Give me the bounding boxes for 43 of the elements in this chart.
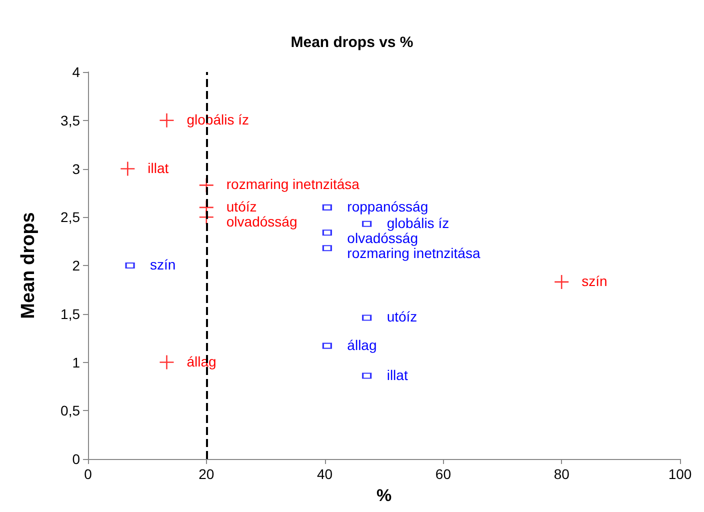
y-axis-title: Mean drops bbox=[18, 212, 39, 319]
chart-title: Mean drops vs % bbox=[290, 34, 414, 51]
annotation: globális íz bbox=[386, 214, 450, 231]
annotation: roppanósság bbox=[347, 198, 428, 214]
y-tick-label: 4 bbox=[72, 64, 80, 80]
point bbox=[322, 244, 332, 252]
x-tick-label: 60 bbox=[435, 466, 452, 482]
y-tick-label: 1 bbox=[72, 354, 80, 370]
y-tick-label: 0,5 bbox=[60, 402, 80, 419]
annotation: szín bbox=[150, 256, 176, 272]
annotation: utóíz bbox=[226, 198, 257, 214]
y-tick-label: 0 bbox=[72, 451, 80, 467]
y-tick-label: 1,5 bbox=[60, 306, 80, 322]
annotation: állag bbox=[186, 353, 216, 370]
point bbox=[554, 274, 570, 290]
x-tick-label: 80 bbox=[554, 466, 570, 482]
x-tick-label: 0 bbox=[84, 466, 92, 482]
point bbox=[322, 229, 332, 236]
annotation: illat bbox=[386, 366, 408, 383]
x-tick-label: 40 bbox=[317, 466, 333, 482]
annotation: rozmaring inetnzitása bbox=[226, 176, 360, 192]
point bbox=[322, 204, 332, 211]
annotation: olvadósság bbox=[347, 230, 418, 246]
x-tick-label: 20 bbox=[198, 466, 214, 482]
point bbox=[159, 354, 174, 370]
x-axis-title: % bbox=[376, 486, 392, 505]
y-tick-label: 2,5 bbox=[60, 209, 80, 226]
annotation: olvadósság bbox=[226, 213, 298, 230]
point bbox=[198, 178, 214, 193]
point bbox=[198, 209, 214, 225]
x-tick-label: 100 bbox=[668, 466, 692, 482]
annotation: illat bbox=[148, 160, 169, 176]
y-tick-label: 3,5 bbox=[60, 112, 80, 128]
annotation: rozmaring inetnzitása bbox=[347, 244, 480, 261]
point bbox=[120, 161, 136, 176]
annotation: szín bbox=[582, 272, 608, 289]
point bbox=[159, 112, 174, 128]
point bbox=[125, 262, 135, 269]
point bbox=[362, 220, 372, 228]
annotation: állag bbox=[347, 336, 377, 353]
y-tick-label: 3 bbox=[72, 160, 80, 177]
annotation: utóíz bbox=[386, 308, 418, 325]
y-tick-label: 2 bbox=[72, 258, 80, 274]
